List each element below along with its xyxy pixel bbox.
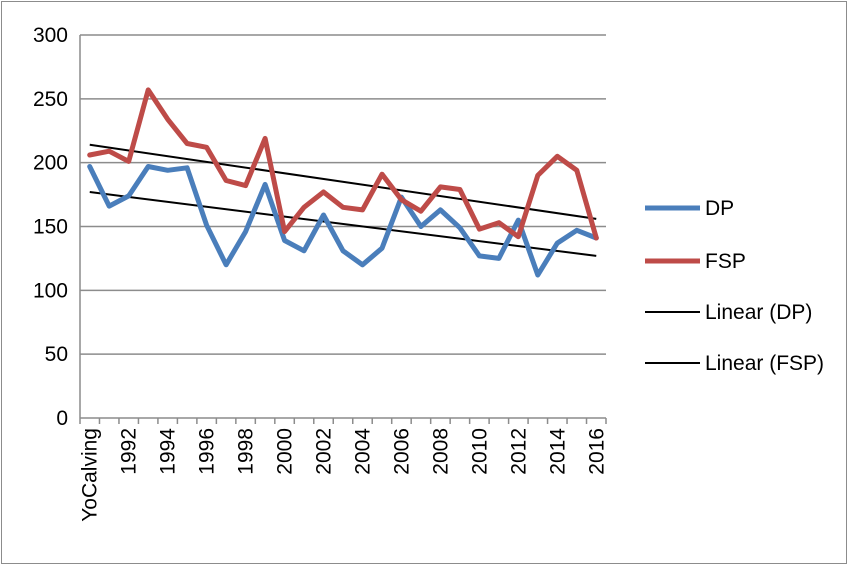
y-tick-label: 250 <box>33 88 68 111</box>
y-tick-label: 50 <box>45 343 68 366</box>
x-tick-label: 2008 <box>429 428 452 475</box>
x-tick-label: 2006 <box>390 428 413 475</box>
x-tick-label: 2016 <box>585 428 608 475</box>
y-tick-label: 0 <box>56 407 68 430</box>
legend-label: Linear (FSP) <box>705 352 824 375</box>
x-axis: YoCalving 1992 1994 1996 1998 2000 2002 2004 200… <box>79 417 608 522</box>
x-tick-label: 2010 <box>468 428 491 475</box>
x-tick-label: 2002 <box>313 428 336 475</box>
x-tick-label: 2014 <box>546 428 569 475</box>
x-tick-label: 1992 <box>118 428 141 475</box>
legend-label: Linear (DP) <box>705 301 812 324</box>
y-tick-label: 150 <box>33 216 68 239</box>
trendlines <box>89 143 597 257</box>
trendline <box>89 191 597 257</box>
legend-label: FSP <box>705 250 746 273</box>
trendline <box>89 143 597 220</box>
x-tick-label: YoCalving <box>79 428 102 522</box>
y-tick-label: 100 <box>33 279 68 302</box>
legend-label: DP <box>705 197 734 220</box>
y-axis: 0 50 100 150 200 250 300 <box>33 24 81 430</box>
legend: DP FSP Linear (DP) Linear (FSP) <box>645 197 824 375</box>
x-tick-label: 2004 <box>351 428 374 475</box>
x-tick-label: 2012 <box>507 428 530 475</box>
x-tick-label: 2000 <box>274 428 297 475</box>
x-tick-label: 1998 <box>235 428 258 475</box>
x-tick-label: 1996 <box>196 428 219 475</box>
y-tick-label: 300 <box>33 24 68 47</box>
gridlines <box>80 34 606 355</box>
x-tick-label: 1994 <box>157 428 180 475</box>
data-series <box>87 87 599 278</box>
series-line-fsp <box>87 87 599 241</box>
y-tick-label: 200 <box>33 152 68 175</box>
